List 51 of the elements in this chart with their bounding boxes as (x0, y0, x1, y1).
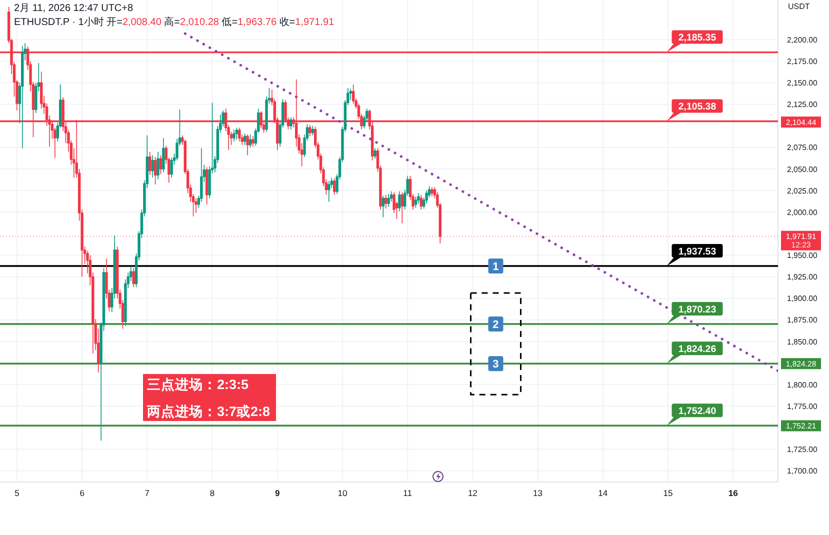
candlestick (420, 194, 422, 210)
x-tick-label: 8 (210, 488, 215, 498)
candlestick (151, 154, 154, 178)
annotation: 两点进场：3:7或2:8 (146, 404, 271, 419)
candlestick (308, 124, 312, 137)
x-tick-label: 10 (338, 488, 348, 498)
candlestick (156, 151, 160, 180)
candlestick (132, 268, 135, 288)
candlestick (398, 191, 401, 212)
x-tick-label: 11 (403, 488, 412, 498)
candlestick (21, 45, 24, 149)
x-tick-label: 16 (728, 488, 738, 498)
x-tick-label: 5 (14, 488, 20, 498)
text: ETHUSDT.P · 1小时 开=2,008.40 高=2,010.28 低=1,963.76 收=1,971.91 (14, 16, 335, 28)
x-tick-label: 13 (533, 488, 543, 498)
candlestick (246, 134, 249, 156)
ref-line-label: 1,870.23 (678, 304, 717, 316)
candlestick (414, 196, 418, 208)
x-tick-label: 12 (468, 488, 478, 498)
annotation: 2 (492, 319, 499, 332)
candlestick (417, 192, 420, 204)
candlestick (232, 128, 236, 142)
candlestick (311, 125, 314, 136)
x-tick-label: 7 (144, 488, 150, 498)
candlestick (162, 138, 165, 173)
candlestick (384, 194, 388, 210)
chart-subtitle: 2月 11, 2026 12:47 UTC+8 (14, 3, 134, 14)
candlestick (194, 198, 198, 214)
annotation: 三点进场：2:3:5 (147, 377, 250, 392)
x-tick-label: 15 (663, 488, 673, 498)
annotation: 1 (492, 260, 499, 273)
candlestick (148, 151, 152, 176)
ref-line-label: 1,937.53 (678, 246, 717, 258)
candlestick (328, 180, 330, 202)
annotation: 3 (492, 358, 499, 371)
candlestick (430, 186, 434, 197)
candlestick (170, 157, 173, 178)
x-tick-label: 6 (80, 488, 85, 498)
ref-line-label: 1,752.40 (678, 406, 716, 417)
x-tick-label: 9 (275, 488, 280, 498)
candlestick (290, 116, 292, 130)
ref-line-label: 2,185.35 (678, 32, 717, 44)
candlestick (238, 127, 241, 142)
candlestick (252, 136, 254, 147)
y-axis-title: USDT (788, 2, 810, 11)
candlestick (387, 194, 390, 208)
ref-line-label: 1,824.26 (678, 344, 717, 355)
x-tick-label: 14 (598, 488, 608, 498)
ref-line-label: 2,105.38 (678, 102, 717, 113)
candlestick (374, 148, 376, 160)
candlestick (382, 195, 385, 218)
